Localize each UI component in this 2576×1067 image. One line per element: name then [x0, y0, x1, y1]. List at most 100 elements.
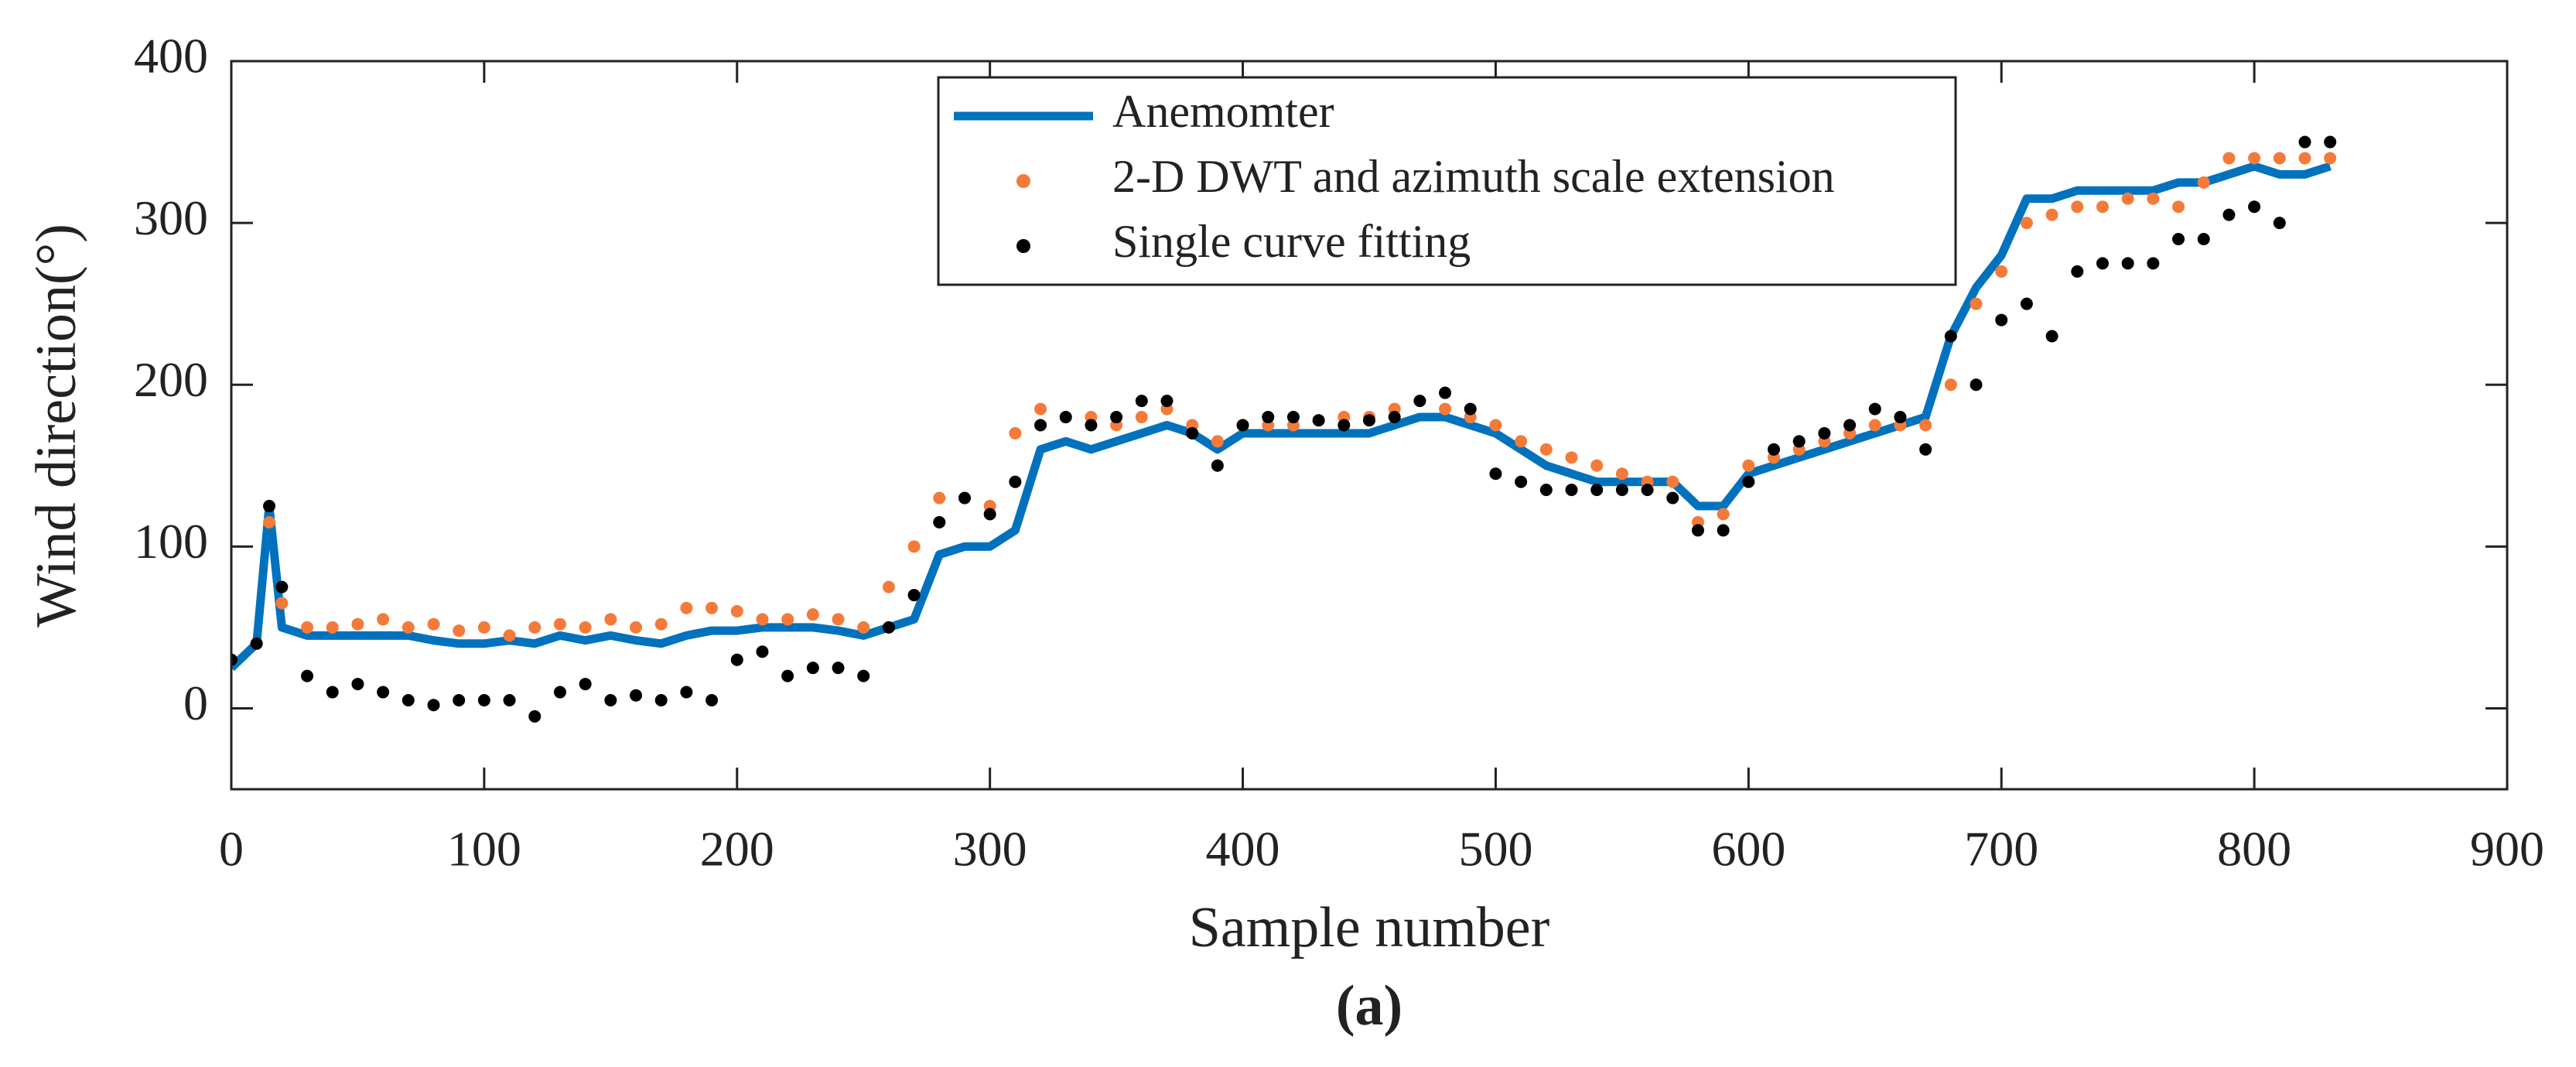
data-point — [2273, 152, 2286, 165]
data-point — [983, 508, 996, 521]
data-point — [477, 693, 490, 706]
data-point — [1590, 484, 1604, 497]
data-point — [1464, 402, 1477, 416]
data-point — [1818, 426, 1831, 439]
data-point — [630, 689, 643, 702]
data-point — [857, 621, 870, 634]
data-point — [1565, 484, 1578, 497]
data-point — [528, 710, 542, 723]
data-point — [756, 613, 769, 626]
data-point — [1717, 508, 1730, 521]
data-line — [231, 162, 2332, 672]
data-point — [857, 669, 870, 682]
data-point — [882, 621, 895, 634]
data-point — [933, 515, 946, 528]
data-point — [2172, 233, 2185, 246]
data-point — [1388, 411, 1401, 424]
data-point — [1489, 419, 1502, 432]
data-point — [1919, 419, 1932, 432]
data-point — [680, 601, 693, 614]
data-point — [1160, 395, 1174, 408]
data-point — [1186, 426, 1199, 439]
data-point — [1944, 378, 1957, 392]
data-point — [553, 617, 566, 631]
data-point — [579, 678, 592, 691]
data-point — [730, 604, 743, 617]
data-point — [806, 608, 819, 621]
data-point — [2222, 208, 2236, 221]
data-point — [1515, 435, 1528, 448]
data-point — [231, 653, 237, 666]
data-point — [2324, 135, 2337, 149]
x-tick-label: 900 — [2470, 822, 2544, 877]
data-point — [2248, 200, 2261, 214]
data-point — [1262, 411, 1275, 424]
data-point — [604, 693, 617, 706]
data-point — [263, 500, 276, 513]
y-axis-label: Wind direction(°) — [25, 224, 88, 628]
x-tick-label: 800 — [2217, 822, 2291, 877]
data-point — [1666, 475, 1679, 488]
data-point — [2197, 176, 2210, 189]
data-point — [2071, 265, 2084, 278]
x-tick-label: 600 — [1711, 822, 1785, 877]
data-point — [2324, 152, 2337, 165]
data-point — [654, 617, 668, 631]
data-point — [326, 621, 339, 634]
data-point — [1312, 414, 1325, 427]
data-point — [1286, 411, 1300, 424]
data-point — [756, 645, 769, 658]
data-point — [730, 653, 743, 666]
data-point — [1034, 402, 1047, 416]
data-point — [1363, 414, 1375, 427]
data-point — [453, 624, 466, 638]
data-point — [263, 515, 276, 528]
data-point — [1439, 386, 1452, 399]
data-point — [1717, 524, 1730, 537]
data-point — [427, 699, 440, 712]
data-point — [1843, 419, 1857, 432]
legend-box — [937, 76, 1957, 286]
data-point — [1085, 419, 1098, 432]
data-point — [1135, 395, 1148, 408]
x-tick-label: 300 — [953, 822, 1027, 877]
data-point — [1059, 411, 1072, 424]
data-point — [1970, 378, 1983, 392]
data-point — [528, 621, 542, 634]
data-point — [1944, 330, 1957, 343]
data-point — [2197, 233, 2210, 246]
data-point — [2298, 152, 2311, 165]
y-tick-label: 200 — [134, 352, 208, 407]
data-point — [832, 662, 845, 675]
legend-dot — [1016, 174, 1030, 188]
data-point — [1868, 419, 1881, 432]
data-point — [1211, 435, 1224, 448]
data-point — [453, 693, 466, 706]
data-point — [1792, 435, 1806, 448]
data-point — [832, 613, 845, 626]
legend-label: Anemomter — [1112, 86, 1334, 137]
data-point — [377, 613, 390, 626]
data-point — [705, 601, 719, 614]
data-point — [301, 669, 314, 682]
data-point — [705, 693, 719, 706]
legend-dot — [1016, 239, 1030, 253]
data-point — [401, 693, 415, 706]
y-tick-label: 300 — [134, 190, 208, 245]
data-point — [1742, 475, 1755, 488]
data-point — [907, 589, 921, 602]
data-point — [579, 621, 592, 634]
data-point — [630, 621, 643, 634]
data-point — [427, 617, 440, 631]
x-axis-label: Sample number — [1189, 896, 1550, 959]
data-point — [1110, 411, 1123, 424]
data-point — [2096, 200, 2109, 214]
data-point — [2020, 297, 2033, 310]
data-point — [1919, 443, 1932, 456]
data-point — [1615, 484, 1628, 497]
data-point — [2045, 208, 2058, 221]
data-point — [1691, 524, 1704, 537]
data-point — [1009, 426, 1022, 439]
data-point — [1615, 467, 1628, 480]
